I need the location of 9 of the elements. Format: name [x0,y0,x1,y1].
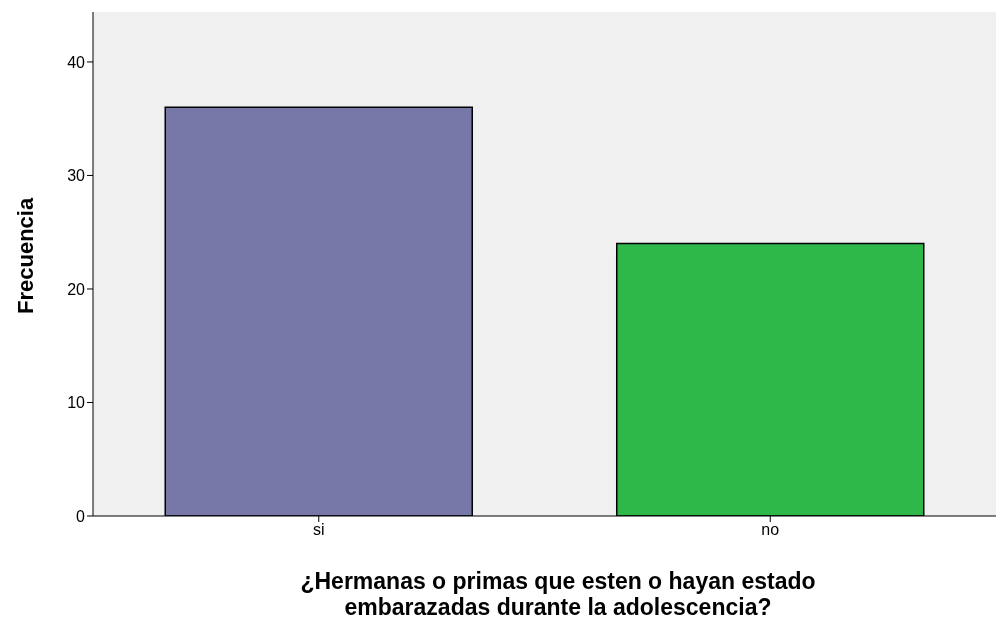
y-tick-label: 30 [67,167,86,185]
y-tick-label: 0 [76,507,86,525]
y-tick-label: 40 [67,53,86,71]
y-tick-label: 20 [67,280,86,298]
x-tick-label: no [761,521,780,539]
y-tick-label: 10 [67,394,86,412]
x-axis-title: ¿Hermanas o primas que esten o hayan estado embarazadas durante la adolescencia? [299,568,817,620]
x-tick-label: si [312,521,325,539]
y-axis-title: Frecuencia [12,197,38,314]
